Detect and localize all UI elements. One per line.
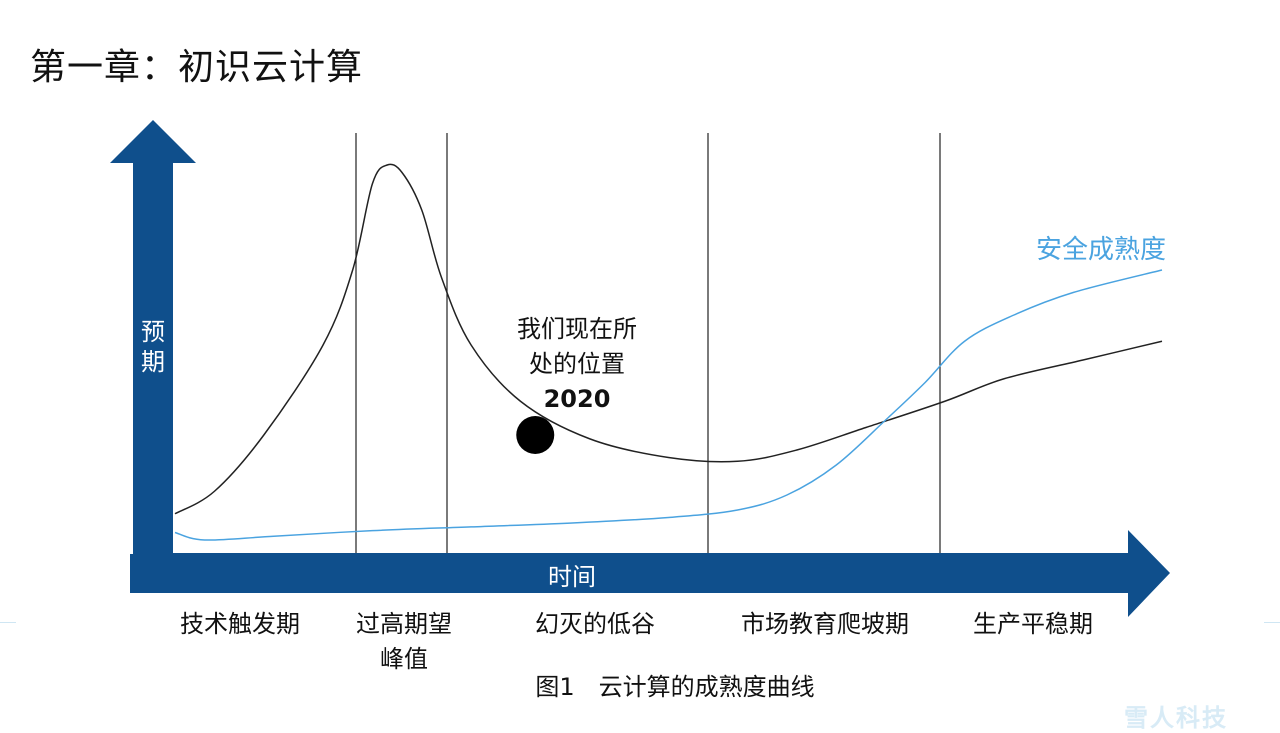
marker-label-line: 我们现在所: [517, 315, 637, 343]
y-axis-arrow: [110, 120, 196, 553]
phase-label: 峰值: [380, 645, 428, 673]
watermark-logo: 雪人科技: [1124, 704, 1228, 732]
phase-label: 技术触发期: [180, 610, 300, 638]
phase-label: 幻灭的低谷: [535, 610, 655, 638]
x-axis-label: 时间: [548, 563, 596, 591]
phase-label: 过高期望: [356, 610, 452, 638]
page-title: 第一章：初识云计算: [30, 47, 364, 88]
current-position-marker: [516, 416, 555, 454]
phase-label: 生产平稳期: [973, 610, 1093, 638]
security-maturity-curve: [174, 269, 1163, 541]
series-label: 安全成熟度: [1036, 235, 1166, 265]
marker-label-line: 处的位置: [529, 350, 625, 378]
phase-label: 市场教育爬坡期: [741, 610, 909, 638]
y-axis-label-char: 期: [141, 348, 165, 376]
chart-caption: 图1 云计算的成熟度曲线: [535, 673, 814, 701]
left-edge-decoration: [0, 622, 16, 623]
right-edge-decoration: [1264, 622, 1280, 623]
expectation-curve: [174, 163, 1163, 515]
y-axis-label-char: 预: [141, 318, 165, 346]
marker-label-line: 2020: [544, 385, 611, 413]
